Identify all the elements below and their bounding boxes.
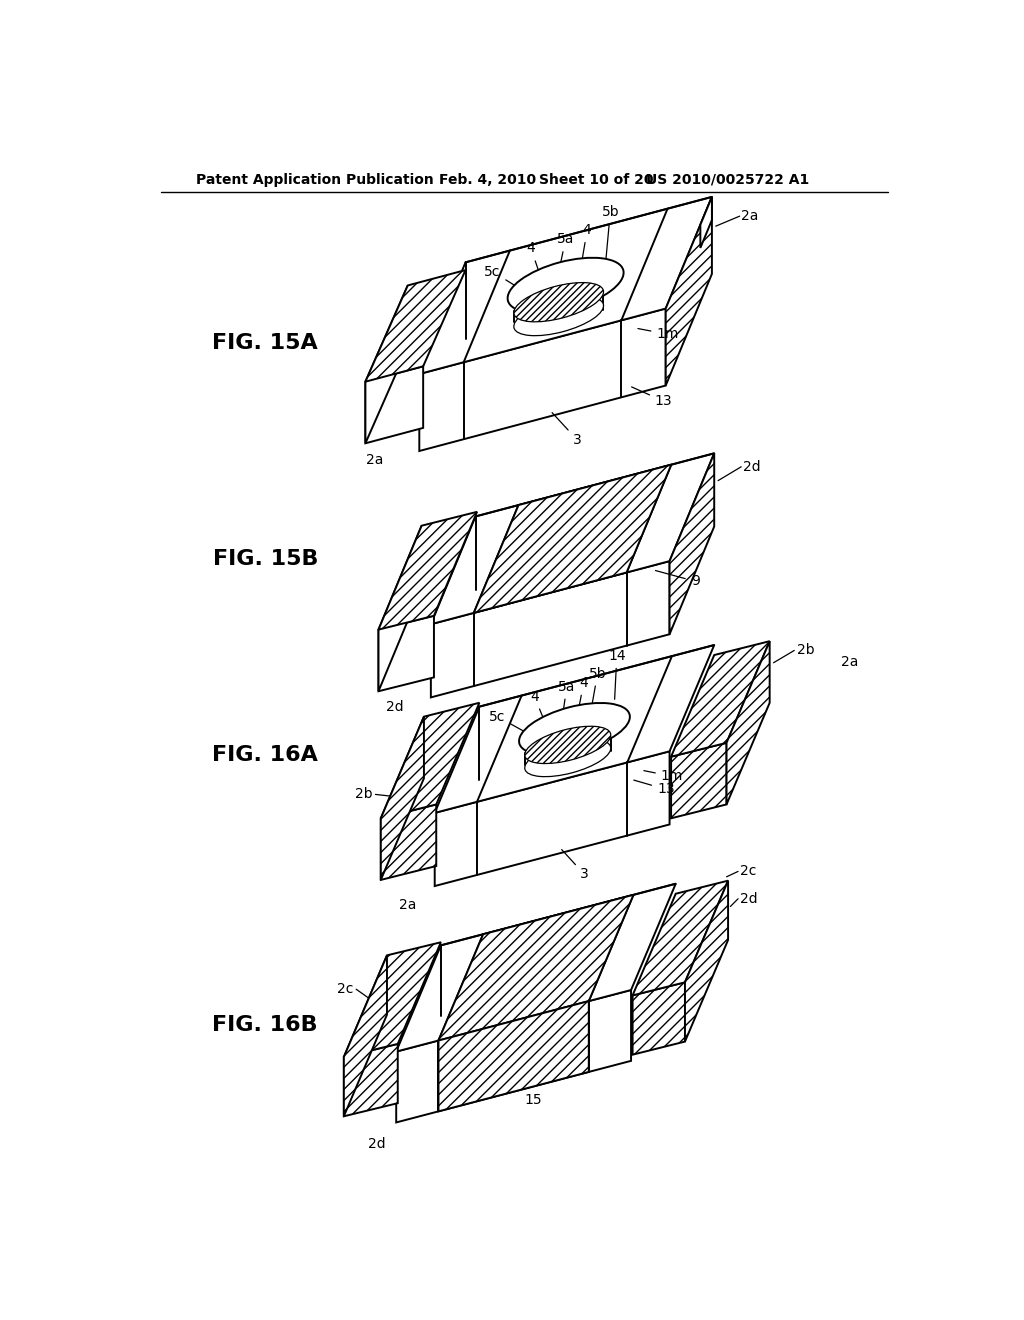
- Text: 2d: 2d: [369, 1137, 386, 1151]
- Text: 4: 4: [579, 676, 588, 708]
- Polygon shape: [379, 615, 434, 692]
- Text: 2a: 2a: [842, 655, 859, 669]
- Text: Feb. 4, 2010: Feb. 4, 2010: [438, 173, 536, 187]
- Text: 5b: 5b: [589, 667, 606, 705]
- Polygon shape: [419, 309, 666, 451]
- Polygon shape: [700, 197, 712, 248]
- Ellipse shape: [519, 704, 630, 755]
- Text: 13: 13: [634, 780, 675, 796]
- Text: 5c: 5c: [484, 264, 518, 288]
- Text: 4: 4: [530, 689, 544, 721]
- Text: FIG. 15A: FIG. 15A: [212, 333, 318, 354]
- Polygon shape: [438, 1001, 589, 1111]
- Polygon shape: [344, 1044, 397, 1117]
- Polygon shape: [666, 197, 712, 385]
- Polygon shape: [671, 642, 770, 756]
- Text: FIG. 16A: FIG. 16A: [212, 746, 318, 766]
- Text: 5a: 5a: [558, 680, 575, 711]
- Polygon shape: [431, 453, 714, 624]
- Text: FIG. 15B: FIG. 15B: [213, 549, 318, 569]
- Text: 2d: 2d: [743, 459, 761, 474]
- Text: 1m: 1m: [644, 770, 683, 783]
- Text: 9: 9: [655, 570, 699, 589]
- Text: 2a: 2a: [399, 899, 417, 912]
- Text: 4: 4: [526, 242, 540, 275]
- Text: 2c: 2c: [739, 865, 756, 878]
- Text: 4: 4: [582, 223, 592, 264]
- Ellipse shape: [514, 297, 603, 335]
- Polygon shape: [379, 525, 422, 692]
- Polygon shape: [438, 895, 634, 1040]
- Text: 3: 3: [562, 850, 589, 882]
- Text: 2d: 2d: [386, 701, 403, 714]
- Text: US 2010/0025722 A1: US 2010/0025722 A1: [646, 173, 810, 187]
- Polygon shape: [435, 645, 714, 813]
- Text: 2b: 2b: [355, 788, 373, 801]
- Polygon shape: [381, 717, 424, 880]
- Text: 2b: 2b: [797, 643, 814, 657]
- Polygon shape: [727, 642, 770, 804]
- Polygon shape: [431, 561, 670, 697]
- Polygon shape: [474, 465, 672, 612]
- Polygon shape: [381, 804, 436, 880]
- Text: 5c: 5c: [489, 710, 524, 731]
- Text: 3: 3: [552, 413, 582, 447]
- Text: 2a: 2a: [367, 453, 384, 467]
- Polygon shape: [670, 453, 714, 635]
- Polygon shape: [344, 956, 387, 1117]
- Text: 2d: 2d: [739, 892, 758, 906]
- Text: Patent Application Publication: Patent Application Publication: [196, 173, 434, 187]
- Text: 2a: 2a: [741, 209, 759, 223]
- Polygon shape: [396, 884, 676, 1052]
- Ellipse shape: [514, 282, 603, 322]
- Text: 2c: 2c: [338, 982, 354, 997]
- Ellipse shape: [524, 726, 610, 763]
- Polygon shape: [366, 367, 423, 444]
- Polygon shape: [435, 751, 670, 886]
- Polygon shape: [633, 982, 685, 1055]
- Ellipse shape: [524, 739, 610, 776]
- Polygon shape: [366, 271, 466, 381]
- Polygon shape: [419, 197, 712, 374]
- Text: 14: 14: [608, 649, 626, 700]
- Polygon shape: [685, 880, 728, 1041]
- Polygon shape: [381, 702, 479, 818]
- Polygon shape: [671, 743, 727, 818]
- Polygon shape: [396, 990, 631, 1122]
- Ellipse shape: [508, 257, 624, 313]
- Text: 5b: 5b: [601, 206, 620, 260]
- Text: 13: 13: [632, 387, 673, 408]
- Text: 15: 15: [515, 1073, 542, 1106]
- Text: 5a: 5a: [557, 232, 574, 265]
- Polygon shape: [633, 880, 728, 995]
- Text: FIG. 16B: FIG. 16B: [213, 1015, 318, 1035]
- Polygon shape: [379, 512, 477, 630]
- Polygon shape: [344, 942, 441, 1057]
- Polygon shape: [366, 285, 408, 444]
- Text: 1m: 1m: [638, 327, 679, 341]
- Text: Sheet 10 of 20: Sheet 10 of 20: [539, 173, 653, 187]
